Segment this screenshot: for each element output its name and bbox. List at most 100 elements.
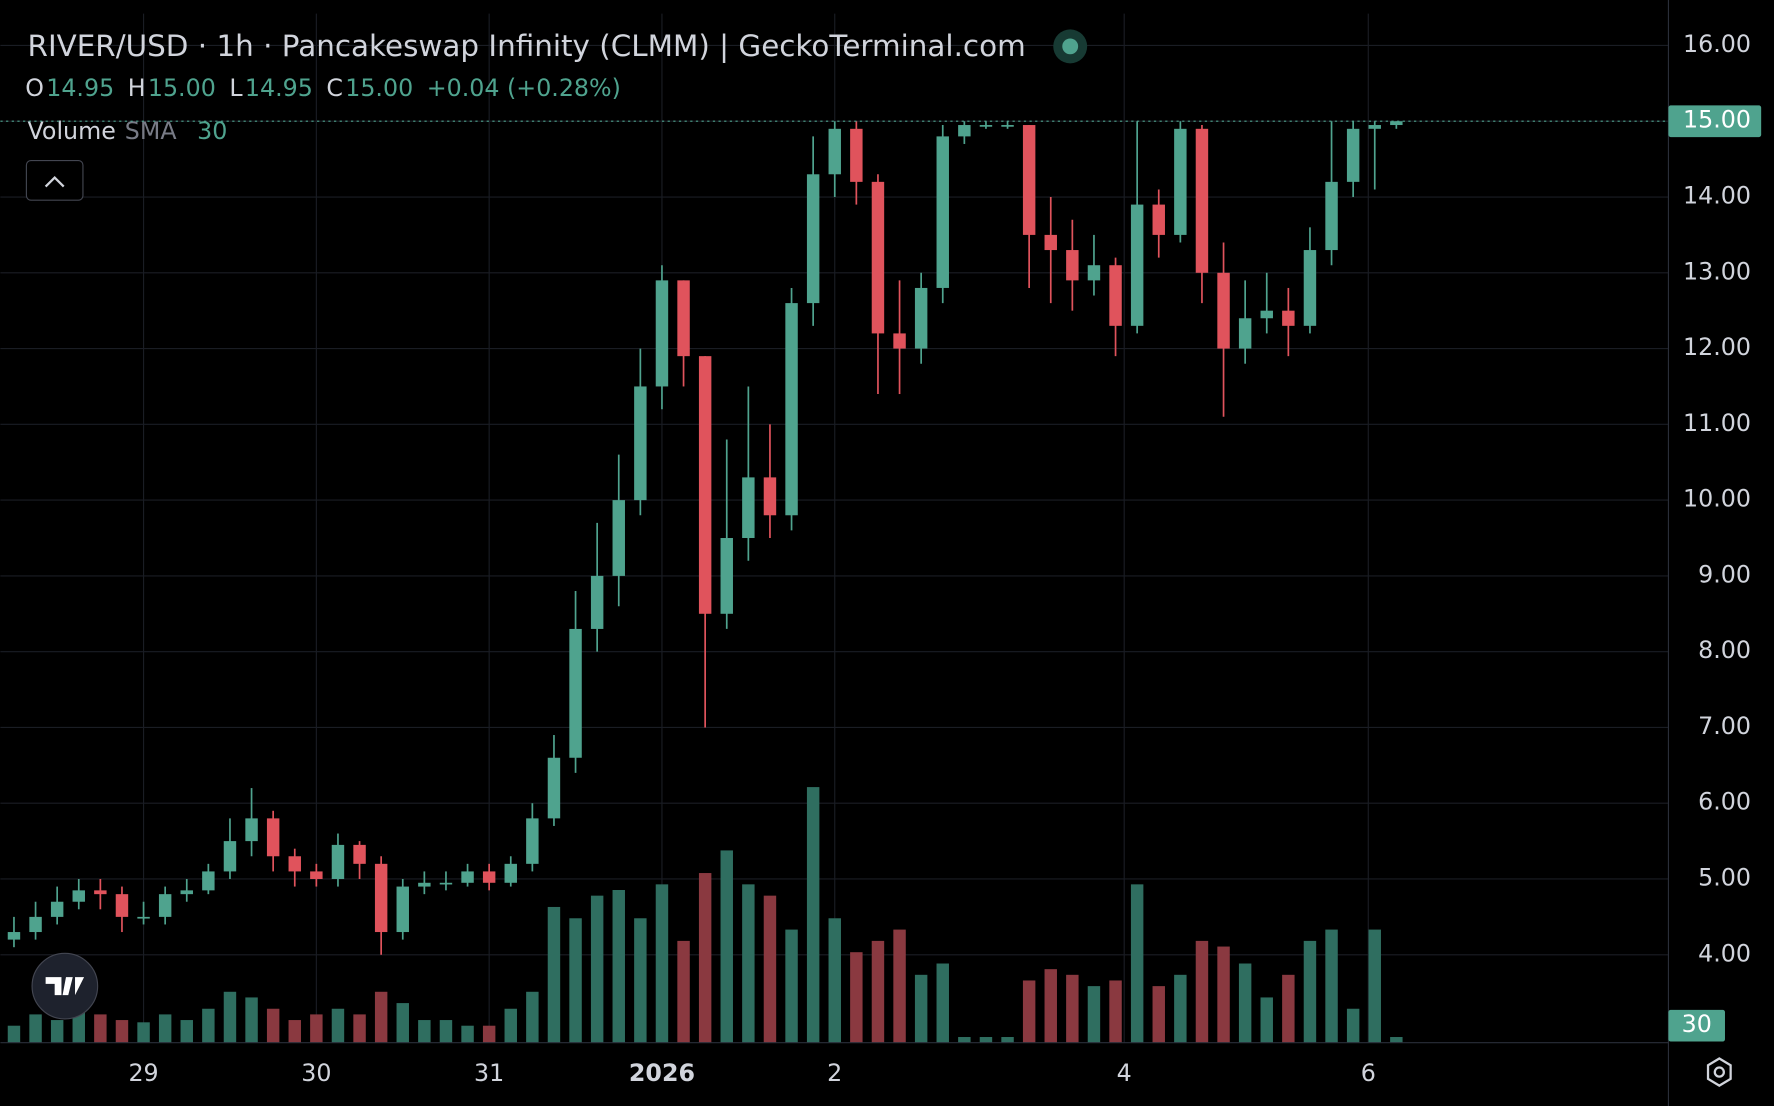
candle-body: [137, 916, 150, 919]
volume-bar: [936, 963, 949, 1043]
x-tick-label: 29: [128, 1059, 158, 1087]
candle-body: [1001, 125, 1014, 127]
candle-body: [266, 818, 280, 857]
candle-body: [418, 882, 431, 887]
volume-bar: [828, 918, 841, 1043]
x-tick-label: 31: [474, 1059, 504, 1087]
collapse-button[interactable]: [25, 160, 84, 201]
y-tick-label: 8.00: [1698, 636, 1751, 664]
candle-body: [698, 356, 712, 614]
y-tick-label: 7.00: [1698, 712, 1751, 740]
collapse-icon: [44, 175, 65, 188]
candle-body: [742, 477, 755, 539]
ohlc-value: 14.95: [46, 74, 114, 102]
y-tick-label: 16.00: [1683, 30, 1751, 58]
candle-body: [1174, 128, 1187, 235]
volume-bar: [893, 929, 906, 1043]
volume-bar: [439, 1020, 453, 1043]
candle-body: [396, 886, 409, 933]
volume-bar: [396, 1003, 409, 1043]
candle-body: [310, 871, 323, 879]
ohlc-key: H: [128, 74, 146, 102]
volume-bar: [1022, 980, 1036, 1043]
candle-body: [1066, 250, 1079, 281]
volume-bar: [482, 1025, 496, 1043]
volume-bar: [914, 974, 928, 1043]
x-tick-label: 6: [1361, 1059, 1376, 1087]
volume-bar: [266, 1008, 280, 1043]
candle-body: [677, 280, 690, 357]
tradingview-logo-mark: [45, 977, 85, 996]
volume-bar: [655, 884, 669, 1043]
volume-bar: [1109, 980, 1122, 1043]
x-tick-label: 2: [827, 1059, 842, 1087]
volume-bar: [1368, 929, 1381, 1043]
settings-icon[interactable]: [1706, 1057, 1732, 1087]
candle-body: [1130, 204, 1144, 326]
candle-body: [158, 894, 172, 917]
candle-body: [1368, 125, 1381, 129]
volume-bar: [871, 940, 885, 1043]
candle-body: [374, 863, 388, 933]
candle-body: [7, 932, 21, 940]
candle-body: [288, 856, 301, 872]
status-dot: [1062, 38, 1079, 55]
last-price-tag: [1668, 105, 1762, 138]
volume-bar: [677, 940, 690, 1043]
volume-bar: [29, 1014, 42, 1043]
volume-bar: [720, 850, 733, 1043]
candle-body: [353, 844, 366, 864]
volume-bar: [137, 1022, 150, 1043]
volume-bar: [353, 1014, 366, 1043]
volume-bar: [331, 1008, 345, 1043]
candle-body: [936, 136, 949, 288]
candle-body: [94, 890, 107, 895]
candle-body: [245, 818, 258, 842]
volume-bar: [1260, 997, 1273, 1043]
candle-body: [1390, 121, 1403, 126]
volume-bar: [94, 1014, 107, 1043]
volume-bar: [1325, 929, 1338, 1043]
y-tick-label: 12.00: [1683, 333, 1751, 361]
ohlc-change: +0.04 (+0.28%): [427, 74, 621, 102]
volume-bar: [698, 873, 712, 1043]
candle-body: [612, 500, 625, 576]
candle-body: [828, 128, 841, 175]
candle-body: [893, 333, 906, 349]
candle-body: [785, 303, 798, 516]
volume-bar: [1346, 1008, 1360, 1043]
volume-bar: [245, 997, 258, 1043]
y-tick-label: 6.00: [1698, 788, 1751, 816]
candle-body: [958, 125, 971, 137]
candle-body: [1217, 272, 1230, 349]
volume-bar: [634, 918, 647, 1043]
settings-hole: [1713, 1066, 1725, 1078]
volume-bar: [223, 991, 237, 1043]
volume-bar: [1390, 1037, 1403, 1043]
ohlc-value: 15.00: [345, 74, 413, 102]
candle-body: [504, 863, 517, 883]
ohlc-key: C: [326, 74, 343, 102]
volume-legend-indicator: SMA: [125, 117, 178, 145]
y-tick-label: 9.00: [1698, 560, 1751, 588]
candle-body: [1087, 265, 1101, 281]
x-tick-label: 30: [301, 1059, 331, 1087]
candle-body: [439, 882, 453, 885]
volume-bar: [310, 1014, 323, 1043]
volume-bar: [50, 1020, 64, 1043]
candle-body: [763, 477, 777, 516]
candle-body: [331, 844, 345, 879]
volume-bar: [1282, 974, 1295, 1043]
last-price-label: 15.00: [1683, 106, 1751, 134]
candle-body: [871, 181, 885, 334]
candle-body: [806, 174, 820, 304]
volume-sma-label: 30: [1682, 1010, 1712, 1038]
volume-bar: [763, 895, 777, 1043]
candle-body: [50, 901, 64, 917]
candle-body: [223, 841, 237, 872]
volume-bar: [742, 884, 755, 1043]
y-tick-label: 5.00: [1698, 863, 1751, 891]
